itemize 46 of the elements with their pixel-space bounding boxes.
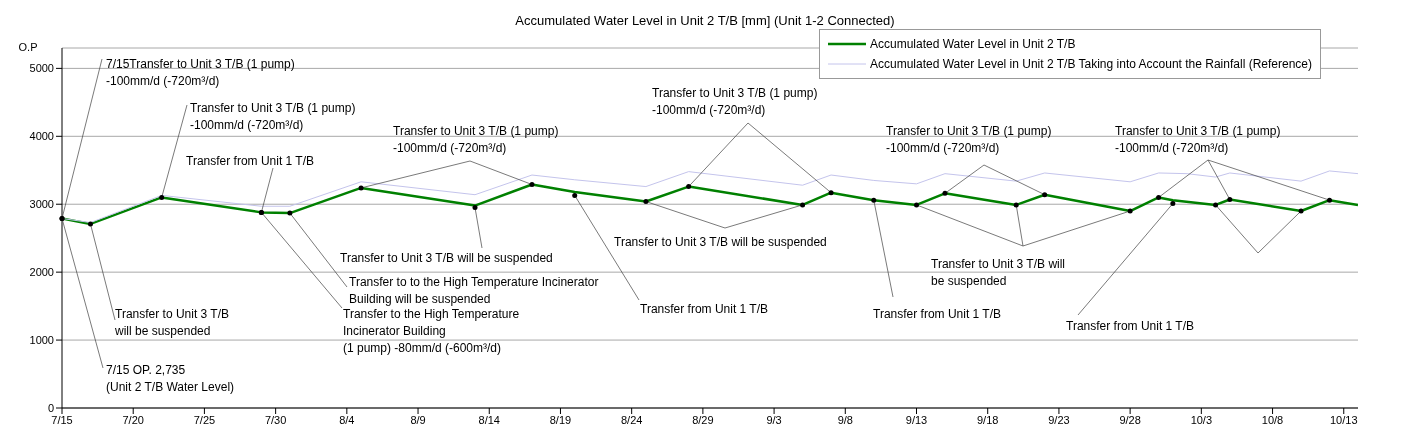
annotation: Transfer from Unit 1 T/B: [640, 302, 769, 316]
legend-label: Accumulated Water Level in Unit 2 T/B Taking into Account the Rainfall (Reference): [869, 57, 1312, 71]
annotation: Transfer to Unit 3 T/B will be suspended: [114, 307, 230, 338]
annotation: Transfer to Unit 3 T/B (1 pump) -100mm/d (-720m³/d): [1115, 124, 1281, 155]
y-tick-label: 2000: [29, 266, 54, 279]
x-tick-label: 7/15: [51, 413, 73, 426]
x-tick-label: 9/13: [905, 413, 928, 426]
x-tick-label: 9/3: [766, 413, 782, 426]
y-tick-label: 4000: [29, 130, 54, 143]
x-tick-label: 9/8: [837, 413, 853, 426]
annotation: Transfer from Unit 1 T/B: [873, 307, 1002, 321]
annotation: Transfer to Unit 3 T/B will be suspended: [931, 257, 1066, 288]
x-tick-label: 9/18: [977, 413, 999, 426]
x-tick-label: 9/28: [1119, 413, 1141, 426]
y-tick-label: 1000: [29, 333, 54, 346]
x-tick-label: 7/25: [193, 413, 216, 426]
annotation: Transfer to to the High Temperature Incinerator Building will be suspended: [349, 275, 599, 306]
x-tick-label: 10/8: [1261, 413, 1284, 426]
y-tick-label: 3000: [29, 198, 54, 211]
x-tick-label: 8/14: [478, 413, 500, 426]
annotation: Transfer to the High Temperature Incinerator Building (1 pump) -80mm/d (-600m³/d): [343, 307, 520, 355]
annotation: 7/15Transfer to Unit 3 T/B (1 pump) -100mm/d (-720m³/d): [106, 57, 295, 88]
annotation: Transfer to Unit 3 T/B will be suspended: [614, 235, 827, 249]
x-tick-label: 7/30: [264, 413, 287, 426]
x-tick-label: 8/19: [549, 413, 572, 426]
x-tick-label: 10/3: [1190, 413, 1213, 426]
annotation: Transfer from Unit 1 T/B: [186, 154, 315, 168]
x-tick-label: 9/23: [1048, 413, 1070, 426]
x-tick-label: 8/29: [692, 413, 714, 426]
y-tick-label: 5000: [29, 62, 54, 75]
annotation: Transfer to Unit 3 T/B (1 pump) -100mm/d (-720m³/d): [652, 86, 818, 117]
annotation: Transfer from Unit 1 T/B: [1066, 319, 1195, 333]
y-axis-title: O.P: [18, 41, 38, 53]
annotation: Transfer to Unit 3 T/B (1 pump) -100mm/d (-720m³/d): [393, 124, 559, 155]
y-tick-label: 0: [47, 401, 54, 414]
legend-label: Accumulated Water Level in Unit 2 T/B: [869, 37, 1076, 51]
x-tick-label: 8/9: [410, 413, 426, 426]
x-tick-label: 10/13: [1329, 413, 1358, 426]
annotation: Transfer to Unit 3 T/B (1 pump) -100mm/d (-720m³/d): [190, 101, 356, 132]
annotation: 7/15 OP. 2,735 (Unit 2 T/B Water Level): [106, 363, 235, 394]
x-tick-label: 7/20: [122, 413, 144, 426]
annotation: Transfer to Unit 3 T/B (1 pump) -100mm/d (-720m³/d): [886, 124, 1052, 155]
x-tick-label: 8/4: [339, 413, 355, 426]
x-tick-label: 8/24: [620, 413, 643, 426]
annotation: Transfer to Unit 3 T/B will be suspended: [340, 251, 553, 265]
chart-title: Accumulated Water Level in Unit 2 T/B [mm] (Unit 1-2 Connected): [515, 12, 895, 28]
